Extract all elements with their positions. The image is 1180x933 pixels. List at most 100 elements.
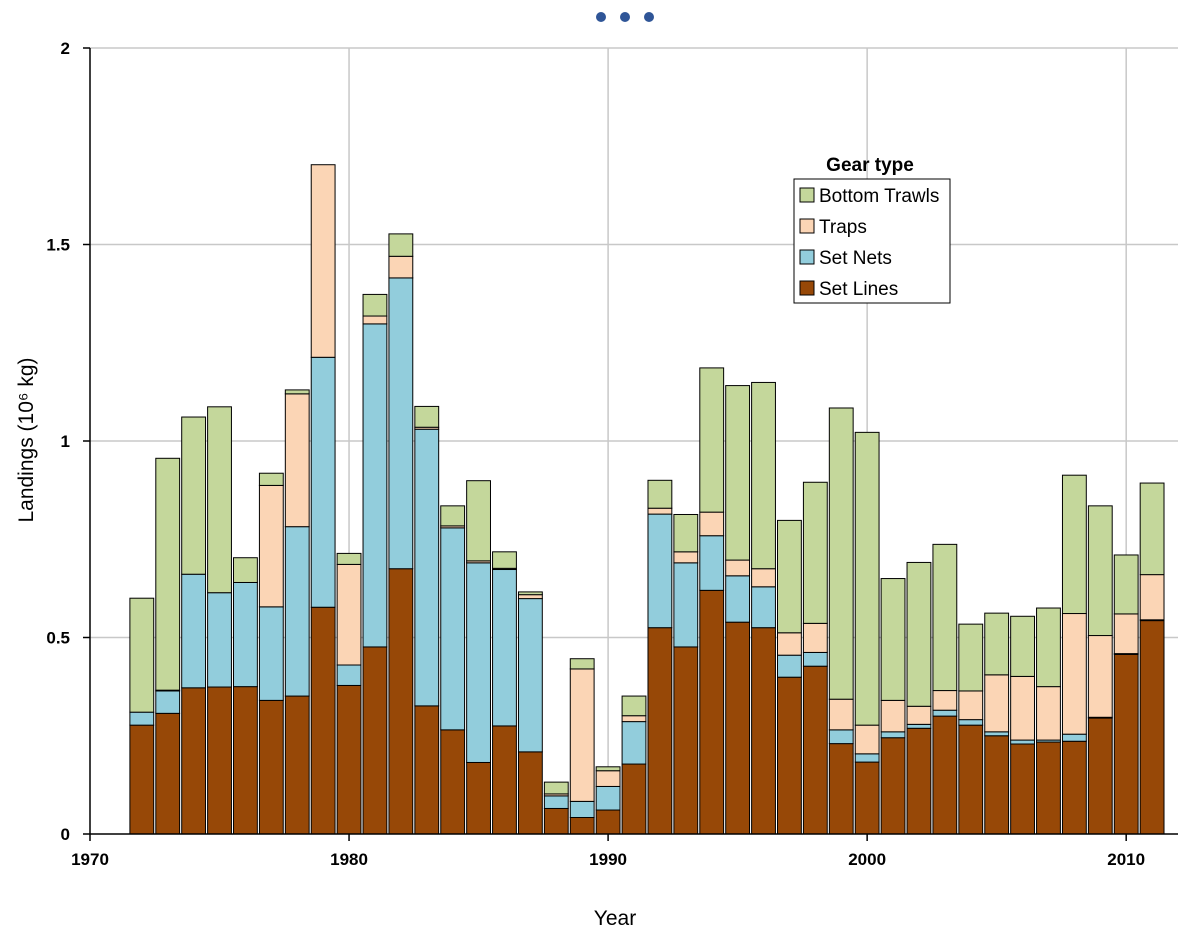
- bar-set-lines-1979: [310, 606, 336, 835]
- bar-set-nets-1987: [517, 598, 543, 753]
- bar-set-nets-1997: [777, 654, 802, 678]
- legend-swatch-set-lines: [799, 280, 815, 296]
- bar-set-nets-2006: [1010, 739, 1035, 745]
- bar-set-lines-1997: [777, 676, 802, 835]
- bar-set-nets-1984: [440, 527, 466, 731]
- bar-bottom-trawls-2002: [906, 561, 932, 707]
- bar-set-lines-1991: [621, 763, 647, 835]
- bar-traps-1978: [284, 393, 310, 528]
- axes: [83, 47, 1178, 841]
- bar-set-nets-1994: [699, 535, 725, 591]
- bar-traps-1979: [310, 164, 336, 358]
- bar-set-lines-1982: [388, 568, 414, 835]
- bar-set-lines-2002: [906, 727, 932, 835]
- bar-set-nets-1983: [414, 428, 440, 707]
- bar-set-nets-1976: [233, 581, 258, 688]
- bar-bottom-trawls-1974: [181, 416, 207, 575]
- bar-traps-2001: [880, 699, 906, 733]
- bar-bottom-trawls-1977: [258, 472, 284, 486]
- bar-set-nets-2008: [1061, 733, 1087, 742]
- bar-set-lines-2000: [854, 761, 880, 835]
- legend-box: [793, 178, 951, 304]
- bar-set-nets-1977: [258, 606, 284, 701]
- bar-traps-1999: [828, 698, 854, 731]
- bar-set-lines-1988: [543, 807, 569, 835]
- y-tick-label: 1: [61, 432, 70, 451]
- x-axis-label: Year: [594, 907, 636, 930]
- bar-traps-1981: [362, 315, 388, 325]
- bar-set-nets-1993: [673, 562, 699, 648]
- x-tick-label: 2010: [1107, 850, 1145, 869]
- bar-set-lines-1999: [828, 743, 854, 835]
- bar-set-lines-2011: [1139, 620, 1165, 835]
- bar-set-nets-1986: [492, 569, 517, 727]
- bar-bottom-trawls-1999: [828, 407, 854, 700]
- bar-bottom-trawls-2011: [1139, 482, 1165, 576]
- bar-bottom-trawls-1993: [673, 513, 699, 553]
- bar-set-nets-2004: [958, 719, 984, 726]
- bar-traps-2009: [1087, 635, 1113, 718]
- bar-bottom-trawls-2005: [984, 612, 1010, 676]
- bar-bottom-trawls-2009: [1087, 505, 1113, 637]
- bar-bottom-trawls-1991: [621, 695, 647, 717]
- bar-traps-1996: [751, 568, 776, 588]
- y-tick-label: 0: [61, 825, 70, 844]
- legend-title: Gear type: [826, 155, 914, 176]
- bar-set-nets-2001: [880, 731, 906, 739]
- bar-set-lines-1996: [751, 627, 776, 835]
- bar-set-lines-1987: [517, 751, 543, 835]
- legend-label-bottom-trawls: Bottom Trawls: [819, 186, 939, 207]
- bar-set-nets-1999: [828, 729, 854, 745]
- bar-traps-1990: [595, 770, 621, 787]
- legend-swatch-set-nets: [799, 249, 815, 265]
- bar-set-lines-1973: [155, 712, 181, 835]
- bar-bottom-trawls-1976: [233, 557, 258, 583]
- bar-traps-2011: [1139, 574, 1165, 621]
- bar-traps-2002: [906, 705, 932, 725]
- bar-set-lines-2001: [880, 737, 906, 835]
- y-axis-label: Landings (10⁶ kg): [15, 357, 38, 522]
- legend-swatch-bottom-trawls: [799, 187, 815, 203]
- bar-set-lines-1993: [673, 646, 699, 835]
- bar-set-nets-2002: [906, 723, 932, 729]
- bar-set-nets-1992: [647, 513, 673, 629]
- bar-bottom-trawls-1987: [517, 591, 543, 596]
- bar-set-lines-1978: [284, 695, 310, 835]
- bar-set-lines-2006: [1010, 743, 1035, 835]
- bar-set-nets-1995: [725, 575, 751, 623]
- bar-traps-2005: [984, 674, 1010, 733]
- bar-set-lines-1985: [466, 761, 491, 835]
- bar-set-lines-1974: [181, 687, 207, 835]
- more-options-icon[interactable]: [596, 12, 654, 22]
- bar-traps-1991: [621, 715, 647, 723]
- bar-traps-1989: [569, 668, 595, 802]
- bar-set-nets-1989: [569, 800, 595, 818]
- bar-bottom-trawls-2008: [1061, 474, 1087, 615]
- y-tick-label: 2: [61, 39, 70, 58]
- legend: Gear type Bottom Trawls Traps Set Nets Set L…: [793, 155, 951, 304]
- bar-traps-2008: [1061, 613, 1087, 735]
- bar-set-nets-1973: [155, 690, 181, 714]
- bar-set-nets-1998: [802, 651, 828, 667]
- bar-set-nets-1982: [388, 277, 414, 570]
- tick-labels: 0 0.5 1 1.5 2 1970 1980 1990 2000 2010: [46, 39, 1145, 869]
- bar-traps-1993: [673, 551, 699, 564]
- bar-traps-1992: [647, 507, 673, 515]
- bar-bottom-trawls-1973: [155, 457, 181, 691]
- legend-swatch-traps: [799, 218, 815, 234]
- bar-set-lines-1983: [414, 705, 440, 835]
- bar-bottom-trawls-2003: [932, 543, 958, 692]
- bar-bottom-trawls-1981: [362, 293, 388, 317]
- bar-bottom-trawls-1992: [647, 479, 673, 509]
- bar-set-lines-2008: [1061, 740, 1087, 835]
- bar-traps-2004: [958, 690, 984, 721]
- bar-set-nets-2005: [984, 731, 1010, 737]
- bar-set-nets-1979: [310, 356, 336, 608]
- bar-traps-2000: [854, 724, 880, 755]
- bar-bottom-trawls-1997: [777, 519, 802, 634]
- bar-traps-1987: [517, 594, 543, 600]
- bar-set-lines-1984: [440, 729, 466, 835]
- y-tick-label: 0.5: [46, 629, 70, 648]
- bar-bottom-trawls-1972: [129, 597, 155, 713]
